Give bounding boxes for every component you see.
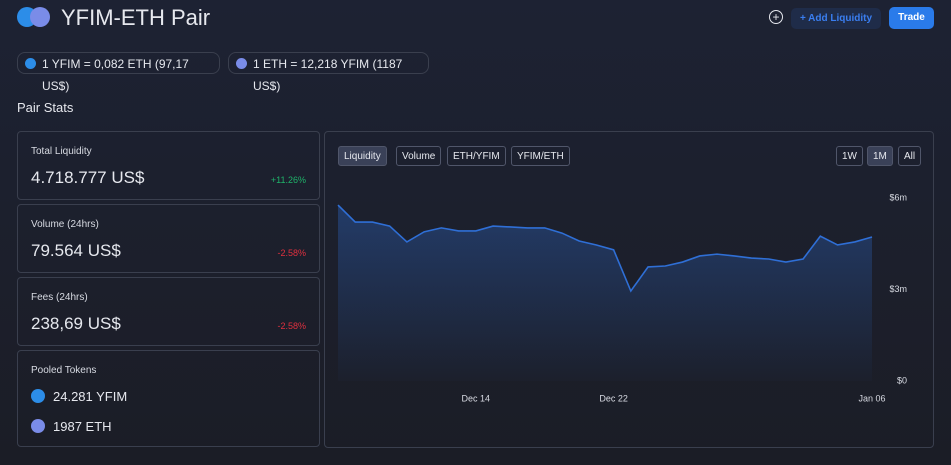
y-tick-label: $6m: [889, 192, 907, 202]
token-icon: [236, 58, 247, 69]
chart-tab[interactable]: YFIM/ETH: [511, 146, 570, 166]
x-tick-label: Dec 22: [599, 393, 628, 403]
add-liquidity-button[interactable]: + Add Liquidity: [791, 8, 881, 29]
stat-value: 238,69 US$: [31, 314, 121, 333]
pooled-token: 1987 ETH: [53, 419, 112, 434]
token-icon: [31, 419, 45, 433]
stat-change: -2.58%: [277, 321, 306, 331]
chart: $0 $3m $6m Dec 14 Dec 22 Jan 06: [337, 192, 907, 403]
chart-tab[interactable]: Volume: [396, 146, 442, 166]
x-tick-label: Dec 14: [462, 393, 491, 403]
stat-change: +11.26%: [270, 175, 306, 185]
line: [337, 204, 873, 293]
chart-card: $0 $3m $6m Dec 14 Dec 22 Jan 06 Liquidity Volu…: [324, 131, 934, 448]
stat-label: Fees (24hrs): [31, 292, 88, 303]
add-icon[interactable]: +: [769, 10, 783, 24]
pooled-card: Pooled Tokens 24.281 YFIM 1987 ETH: [17, 350, 320, 447]
pooled-token: 24.281 YFIM: [53, 389, 128, 404]
rate-text: 1 ETH = 12,218 YFIM (1187 US$): [253, 57, 403, 93]
pair-title: YFIM-ETH Pair: [61, 5, 211, 30]
range-tab[interactable]: 1M: [867, 146, 893, 166]
rate: 1 YFIM = 0,082 ETH (97,17 US$): [17, 52, 220, 93]
token-icon: [31, 389, 45, 403]
chart-tab[interactable]: ETH/YFIM: [447, 146, 506, 166]
rate-text: 1 YFIM = 0,082 ETH (97,17 US$): [42, 57, 189, 93]
stat-label: Volume (24hrs): [31, 219, 99, 230]
stat-card: Fees (24hrs) 238,69 US$ -2.58%: [17, 277, 320, 346]
range-tab[interactable]: All: [898, 146, 922, 166]
trade-button[interactable]: Trade: [889, 7, 934, 29]
rate: 1 ETH = 12,218 YFIM (1187 US$): [228, 52, 429, 93]
stat-label: Total Liquidity: [31, 146, 92, 157]
token-icon: [25, 58, 36, 69]
stat-label: Pooled Tokens: [31, 365, 97, 376]
stat-card: Volume (24hrs) 79.564 US$ -2.58%: [17, 204, 320, 273]
stat-value: 79.564 US$: [31, 241, 121, 260]
stat-change: -2.58%: [277, 248, 306, 258]
x-tick-label: Jan 06: [858, 393, 885, 403]
token-icon: [30, 7, 50, 27]
stat-card: Total Liquidity 4.718.777 US$ +11.26%: [17, 131, 320, 200]
area: [338, 205, 872, 381]
chart-tab[interactable]: Liquidity: [338, 146, 387, 166]
y-tick-label: $0: [897, 375, 907, 385]
stat-value: 4.718.777 US$: [31, 168, 145, 187]
y-tick-label: $3m: [889, 284, 907, 294]
section-title: Pair Stats: [17, 100, 74, 115]
range-tab[interactable]: 1W: [836, 146, 863, 166]
